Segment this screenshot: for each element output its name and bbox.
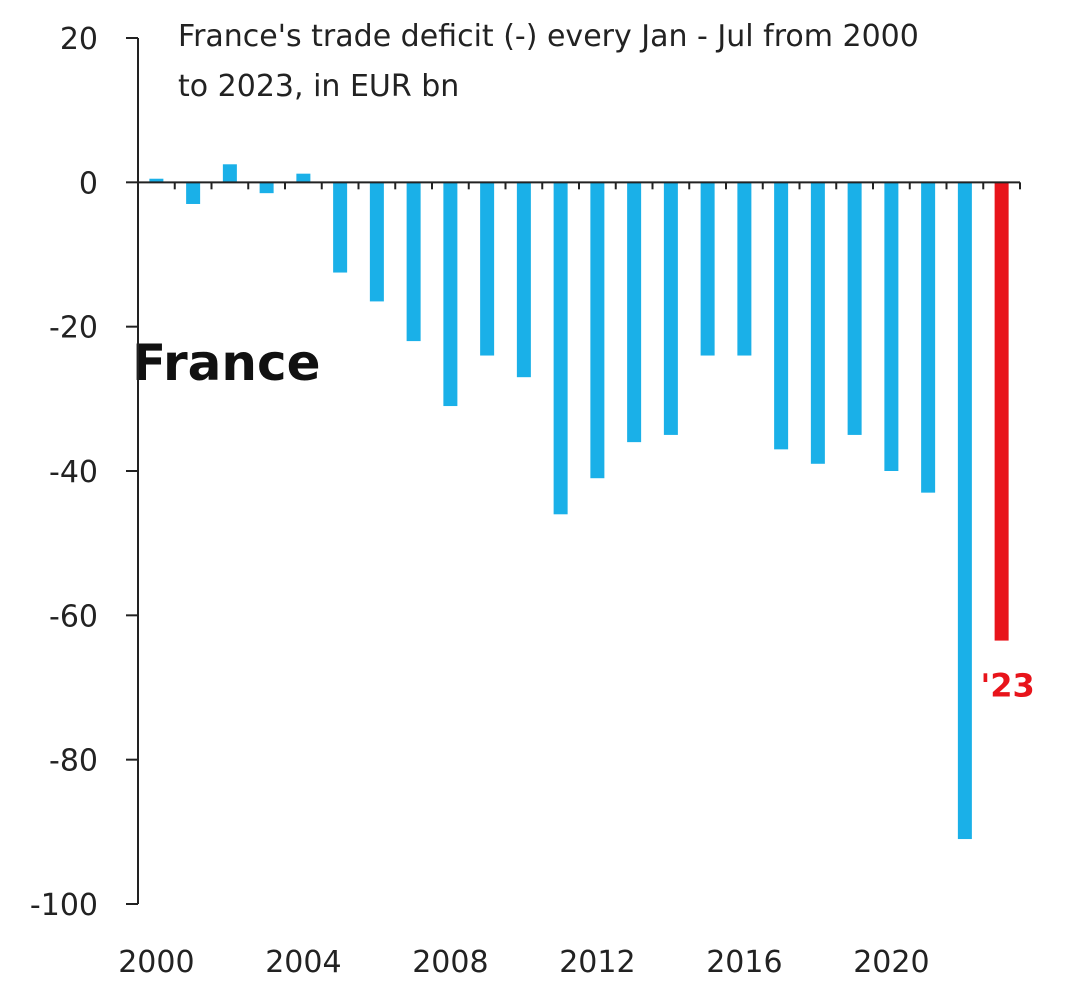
chart-title-line-2: to 2023, in EUR bn xyxy=(178,69,459,104)
bar-2007 xyxy=(406,182,421,342)
y-tick-label: -100 xyxy=(30,888,98,923)
y-tick-label: -60 xyxy=(49,599,98,634)
bar-2022 xyxy=(957,182,972,840)
country-label: France xyxy=(132,334,321,392)
y-tick-label: -20 xyxy=(49,311,98,346)
bar-2019 xyxy=(847,182,862,435)
bar-2023 xyxy=(994,182,1009,641)
bar-2017 xyxy=(774,182,789,450)
bar-2020 xyxy=(884,182,899,472)
bar-2021 xyxy=(921,182,936,493)
highlight-annotation: '23 xyxy=(980,667,1034,705)
chart-title-line-1: France's trade deficit (-) every Jan - J… xyxy=(178,19,919,54)
bar-2002 xyxy=(222,164,237,183)
bar-2001 xyxy=(186,182,201,204)
bar-2011 xyxy=(553,182,568,515)
y-tick-label: -40 xyxy=(49,455,98,490)
bar-2004 xyxy=(296,173,311,183)
x-tick-label-2020: 2020 xyxy=(853,945,929,980)
x-tick-label-2000: 2000 xyxy=(118,945,194,980)
x-tick-label-2004: 2004 xyxy=(265,945,341,980)
bar-2003 xyxy=(259,182,274,194)
y-tick-label: -80 xyxy=(49,744,98,779)
bar-2005 xyxy=(333,182,348,273)
bar-2013 xyxy=(627,182,642,443)
bar-2008 xyxy=(443,182,458,407)
bar-2006 xyxy=(369,182,384,302)
y-tick-label: 0 xyxy=(79,166,98,201)
y-tick-label: 20 xyxy=(60,22,98,57)
x-tick-label-2016: 2016 xyxy=(706,945,782,980)
bar-2000 xyxy=(149,178,164,183)
bar-2014 xyxy=(663,182,678,435)
bar-2012 xyxy=(590,182,605,479)
bar-2015 xyxy=(700,182,715,356)
bar-2018 xyxy=(810,182,825,464)
x-tick-label-2008: 2008 xyxy=(412,945,488,980)
bar-2010 xyxy=(516,182,531,378)
x-tick-label-2012: 2012 xyxy=(559,945,635,980)
bar-2009 xyxy=(480,182,495,356)
bar-2016 xyxy=(737,182,752,356)
